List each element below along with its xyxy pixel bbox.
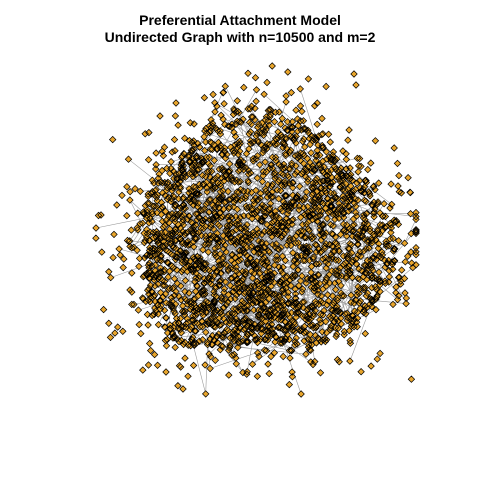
title-line-2: Undirected Graph with n=10500 and m=2: [104, 29, 376, 45]
node-layer: [92, 62, 420, 398]
graph-nodes: [92, 62, 420, 398]
title-line-1: Preferential Attachment Model: [139, 12, 341, 28]
plot-title: Preferential Attachment Model Undirected…: [0, 12, 480, 46]
